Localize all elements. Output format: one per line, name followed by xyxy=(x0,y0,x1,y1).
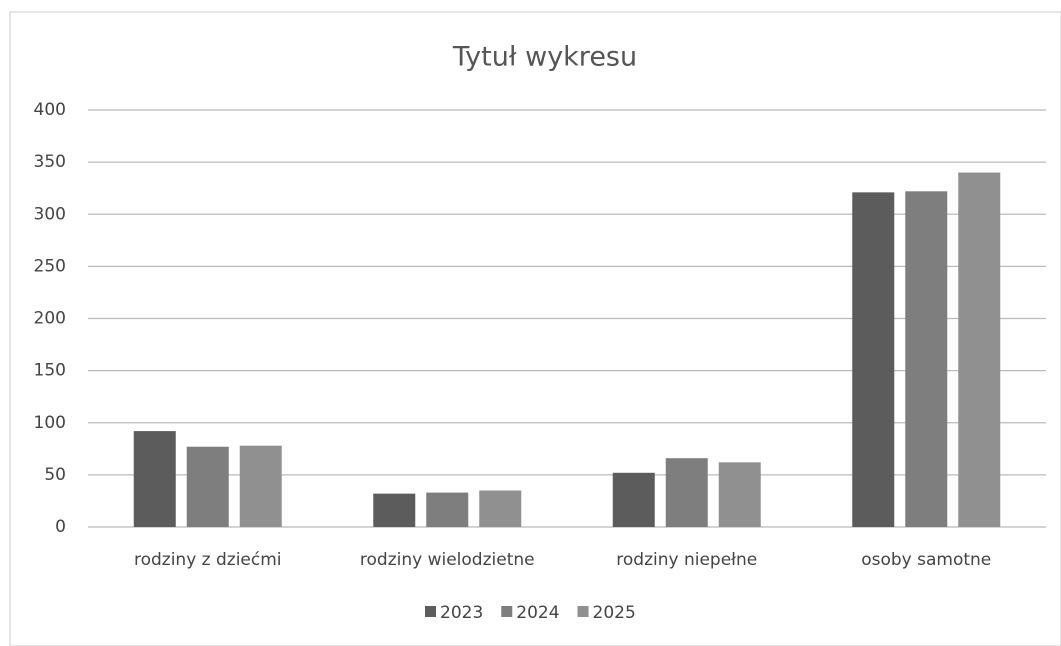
bar xyxy=(373,493,416,527)
x-tick-label: rodziny niepełne xyxy=(616,550,757,570)
legend-swatch xyxy=(425,606,436,617)
y-tick-label: 100 xyxy=(34,413,66,433)
legend-label: 2025 xyxy=(593,603,636,623)
bar xyxy=(426,492,469,527)
x-tick-label: rodziny wielodzietne xyxy=(360,550,535,570)
legend-swatch xyxy=(501,606,513,617)
bar xyxy=(665,458,708,527)
bar xyxy=(958,172,1001,528)
y-tick-label: 200 xyxy=(34,309,66,329)
bar xyxy=(239,445,282,527)
y-tick-label: 150 xyxy=(34,361,66,381)
legend-label: 2024 xyxy=(516,603,559,623)
y-tick-label: 50 xyxy=(44,465,66,485)
bar xyxy=(612,472,655,527)
y-tick-label: 300 xyxy=(34,204,66,224)
x-tick-label: rodziny z dziećmi xyxy=(134,550,282,570)
legend-label: 2023 xyxy=(440,603,483,623)
legend-swatch xyxy=(577,606,589,617)
y-tick-label: 250 xyxy=(34,256,66,276)
bar xyxy=(852,192,895,528)
y-tick-label: 350 xyxy=(34,152,66,172)
x-tick-label: osoby samotne xyxy=(861,550,991,570)
bar xyxy=(186,446,229,527)
bar xyxy=(718,462,761,527)
chart-title: Tytuł wykresu xyxy=(452,42,637,73)
y-tick-label: 400 xyxy=(34,100,66,120)
bar xyxy=(905,191,948,527)
y-tick-label: 0 xyxy=(55,517,66,537)
bar xyxy=(479,490,522,527)
bar xyxy=(133,431,176,527)
